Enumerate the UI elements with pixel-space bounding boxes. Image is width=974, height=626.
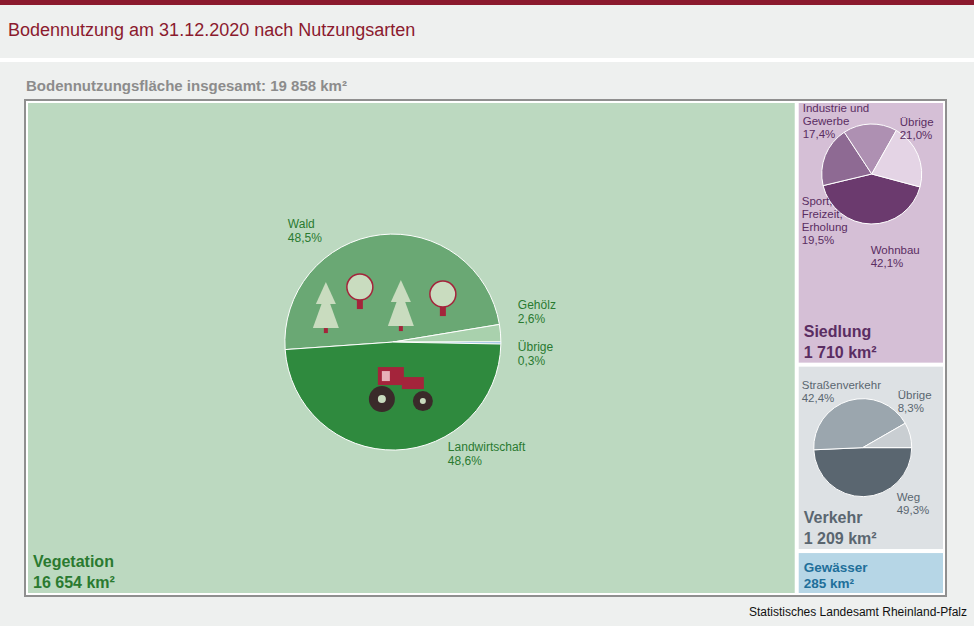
slice-label: Übrige [518,340,554,354]
slice-label: Wald [288,217,315,231]
slice-value: 19,5% [802,234,835,246]
tile-name: Siedlung [804,323,872,340]
slice-label-line: Übrige [898,389,932,401]
slice-value: 42,1% [871,257,904,269]
pie-slice [285,342,501,450]
frame [25,100,946,596]
treemap-tile [798,366,944,550]
slice-label-line: Wald [288,217,315,231]
header-bar [0,0,974,5]
pie [285,234,501,450]
slice-label-line: Weg [897,491,920,503]
treemap-tile [27,102,796,594]
tile-name: Vegetation [33,553,114,570]
slice-value: 0,3% [518,354,546,368]
slice-value: 21,0% [900,129,933,141]
tile-value: 1 710 km² [804,344,877,361]
slice-label: Sport,Freizeit,Erholung [802,195,848,233]
icon-tractor [382,371,390,381]
pie-slice [863,423,912,447]
treemap-tile [798,102,944,364]
slice-label-line: Landwirtschaft [448,440,526,454]
chart: Bodennutzung am 31.12.2020 nach Nutzungs… [0,0,974,626]
slice-label-line: Freizeit, [802,208,843,220]
icon-tree [388,290,414,326]
icon-wheel [413,391,433,411]
icon-trunk [324,328,328,333]
slice-label-line: Industrie und [803,102,870,114]
slice-label: Wohnbau [871,244,920,256]
tile-name: Gewässer [804,560,869,575]
slice-value: 17,4% [803,128,836,140]
tile-value: 1 209 km² [804,530,877,547]
slice-label: Weg [897,491,920,503]
background [0,0,974,626]
icon-tractor [402,377,424,389]
icon-wheel [420,398,426,404]
slice-label: Straßenverkehr [802,379,881,391]
tile-value: 16 654 km² [33,574,115,591]
slice-label: Landwirtschaft [448,440,526,454]
icon-tree [347,274,373,300]
slice-label: Übrige [898,389,932,401]
slice-label: Industrie undGewerbe [803,102,870,127]
tile-name: Verkehr [804,509,863,526]
slice-label-line: Wohnbau [871,244,920,256]
slice-label-line: Sport, [802,195,833,207]
slice-label-line: Straßenverkehr [802,379,881,391]
slice-label-line: Übrige [518,340,554,354]
icon-wheel [378,395,386,403]
slice-value: 8,3% [898,402,924,414]
subtitle: Bodennutzungsfläche insgesamt: 19 858 km… [26,77,347,94]
slice-label: Übrige [900,116,934,128]
slice-value: 49,3% [897,504,930,516]
icon-tractor [378,367,404,385]
pie-slice [814,448,912,497]
slice-label-line: Übrige [900,116,934,128]
slice-value: 48,5% [288,231,322,245]
icon-tree [430,281,456,307]
pie-slice [393,324,501,342]
title: Bodennutzung am 31.12.2020 nach Nutzungs… [8,20,415,40]
slice-label-line: Gewerbe [803,115,850,127]
treemap-tile [798,552,944,594]
slice-value: 42,4% [802,392,835,404]
icon-wheel [369,386,395,412]
header-rule [0,58,974,62]
slice-label-line: Erholung [802,221,848,233]
icon-trunk [399,326,403,331]
slice-label-line: Gehölz [518,298,556,312]
slice-value: 48,6% [448,454,482,468]
tile-value: 285 km² [804,576,855,591]
source: Statistisches Landesamt Rheinland-Pfalz [749,605,967,619]
icon-tree [313,292,339,328]
slice-value: 2,6% [518,312,546,326]
slice-label: Gehölz [518,298,556,312]
